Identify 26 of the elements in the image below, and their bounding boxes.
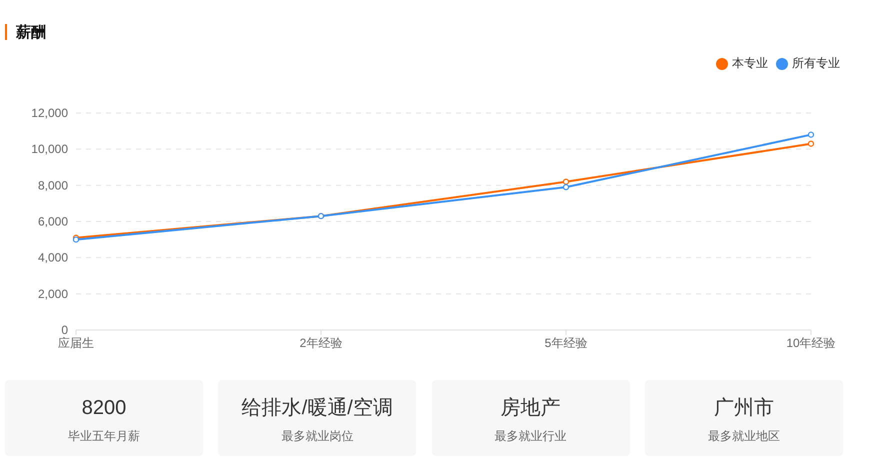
y-tick-label: 0 [61, 323, 68, 337]
point [562, 184, 570, 190]
text: 广州市 [714, 397, 774, 419]
text: 8200 [82, 397, 126, 419]
point [808, 132, 814, 138]
text: 最多就业行业 [494, 429, 567, 443]
text: 给排水/暖通/空调 [242, 397, 393, 419]
legend-label: 本专业 [732, 56, 768, 70]
text: 房地产 [500, 397, 561, 419]
text: 最多就业地区 [708, 429, 780, 443]
point [562, 178, 570, 185]
text: 毕业五年月薪 [68, 429, 140, 443]
point [808, 140, 814, 147]
y-tick-label: 4,000 [38, 250, 68, 265]
y-tick-label: 10,000 [31, 142, 68, 156]
y-tick-label: 12,000 [31, 106, 68, 120]
x-tick-label: 10年经验 [786, 336, 836, 350]
x-tick-label: 2年经验 [300, 336, 342, 350]
legend-label: 所有专业 [792, 56, 840, 70]
y-tick-label: 6,000 [38, 214, 68, 228]
chart-title: 薪酬 [16, 24, 46, 40]
y-tick-label: 8,000 [38, 178, 68, 192]
y-tick-label: 2,000 [38, 286, 68, 301]
x-tick-label: 应届生 [58, 336, 94, 350]
text: 最多就业岗位 [281, 429, 354, 443]
x-tick-label: 5年经验 [544, 336, 588, 350]
